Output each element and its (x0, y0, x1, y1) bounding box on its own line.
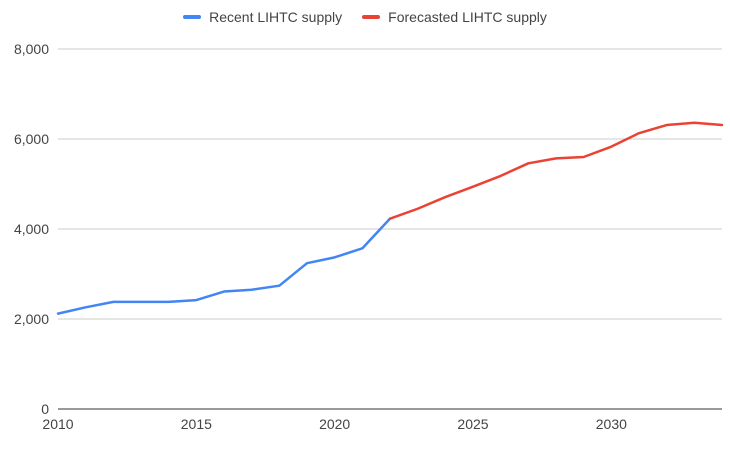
x-tick-label: 2015 (181, 416, 212, 432)
y-tick-label: 2,000 (14, 311, 49, 327)
legend: Recent LIHTC supply Forecasted LIHTC sup… (0, 9, 730, 25)
legend-item-forecast: Forecasted LIHTC supply (362, 9, 547, 25)
legend-swatch-recent (183, 15, 202, 19)
legend-swatch-forecast (362, 15, 381, 19)
x-tick-label: 2030 (596, 416, 627, 432)
y-tick-label: 0 (41, 401, 49, 417)
legend-item-recent: Recent LIHTC supply (183, 9, 342, 25)
y-tick-label: 6,000 (14, 131, 49, 147)
x-tick-label: 2010 (42, 416, 73, 432)
legend-label-recent: Recent LIHTC supply (209, 9, 343, 25)
series-line-forecast (388, 121, 724, 220)
legend-label-forecast: Forecasted LIHTC supply (388, 9, 547, 25)
x-tick-label: 2025 (457, 416, 488, 432)
y-tick-label: 4,000 (14, 221, 49, 237)
series-line-recent (56, 217, 392, 315)
x-tick-label: 2020 (319, 416, 350, 432)
y-tick-label: 8,000 (14, 41, 49, 57)
